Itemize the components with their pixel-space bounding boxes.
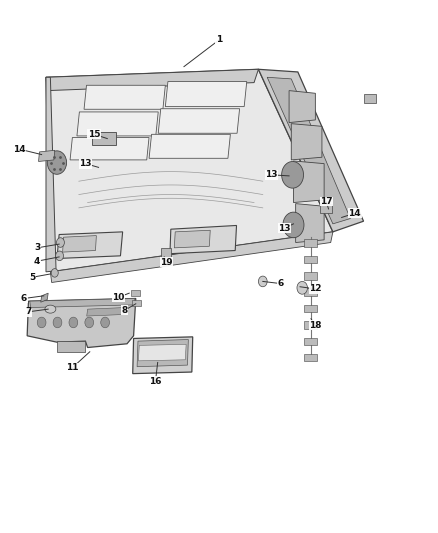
Polygon shape [50,232,333,282]
Polygon shape [46,69,258,91]
Polygon shape [296,204,324,243]
Text: 6: 6 [277,279,283,288]
Circle shape [258,276,267,287]
Polygon shape [57,232,123,259]
Bar [304,305,317,312]
Text: 10: 10 [112,293,124,302]
Text: 14: 14 [349,209,361,217]
Text: 18: 18 [309,321,321,329]
Polygon shape [291,124,322,160]
Text: 11: 11 [66,364,78,372]
Bar [364,94,376,103]
Ellipse shape [45,305,56,313]
Polygon shape [267,77,350,224]
Polygon shape [137,340,188,367]
Circle shape [297,281,307,294]
Polygon shape [57,341,85,352]
Bar [304,239,317,247]
Text: 6: 6 [21,294,27,303]
Polygon shape [174,230,210,248]
Bar [92,132,116,145]
Polygon shape [166,82,247,107]
Text: 13: 13 [79,159,92,168]
Bar [304,321,317,329]
Text: 19: 19 [160,258,173,266]
Polygon shape [27,298,136,348]
Polygon shape [133,337,193,374]
Bar [304,337,317,345]
Circle shape [283,212,304,238]
Text: 16: 16 [149,377,162,385]
Circle shape [53,317,62,328]
Text: 15: 15 [88,130,100,139]
Text: 3: 3 [34,244,40,252]
Circle shape [57,238,64,247]
Polygon shape [170,225,237,254]
Polygon shape [87,308,125,316]
Polygon shape [149,134,230,158]
Text: 5: 5 [30,273,36,281]
Polygon shape [70,138,149,160]
Bar [131,290,140,296]
Text: 12: 12 [309,285,321,293]
Polygon shape [77,112,158,136]
Polygon shape [158,109,240,133]
Polygon shape [289,91,315,123]
Text: 17: 17 [320,197,332,206]
Polygon shape [84,85,166,109]
Bar [304,256,317,263]
Text: 13: 13 [265,171,278,179]
Bar [304,272,317,279]
Bar [320,204,332,213]
Circle shape [56,251,64,261]
Polygon shape [46,77,56,272]
Circle shape [85,317,94,328]
Bar [304,354,317,361]
Polygon shape [30,298,135,308]
Circle shape [37,317,46,328]
Bar [304,288,317,296]
Polygon shape [138,344,186,361]
Text: 7: 7 [25,308,32,316]
Polygon shape [293,161,324,203]
Text: 13: 13 [279,224,291,232]
Polygon shape [39,150,55,161]
Text: 1: 1 [216,36,222,44]
Circle shape [69,317,78,328]
Text: 4: 4 [34,257,40,265]
Text: 8: 8 [122,306,128,314]
Circle shape [282,161,304,188]
Polygon shape [46,69,333,272]
Circle shape [51,269,58,277]
Text: 14: 14 [14,145,26,154]
Circle shape [101,317,110,328]
Bar [132,300,141,306]
Polygon shape [258,69,364,232]
Circle shape [47,151,67,174]
Polygon shape [41,293,48,302]
Polygon shape [63,236,96,252]
Bar [161,248,171,257]
